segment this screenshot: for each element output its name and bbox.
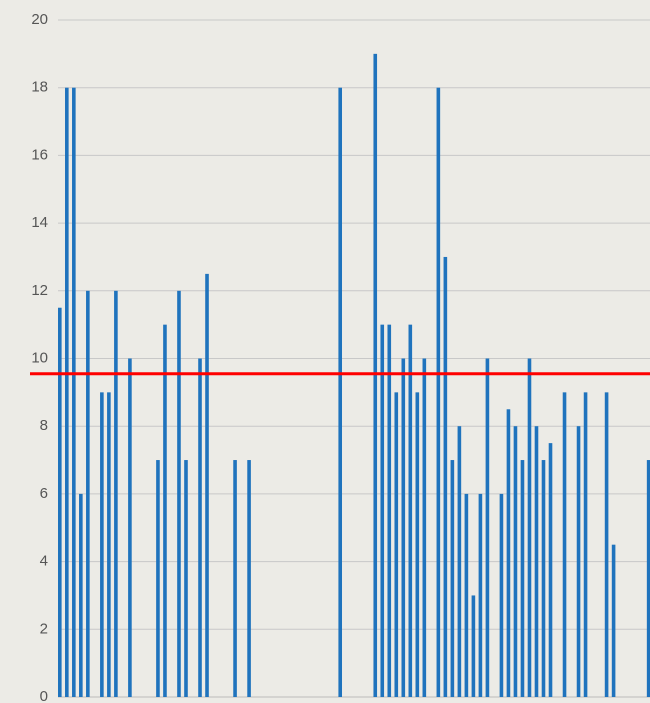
bar	[65, 87, 69, 697]
bar	[562, 392, 567, 697]
bar	[513, 426, 518, 697]
bar	[541, 460, 546, 697]
y-tick-label: 18	[31, 79, 48, 96]
bar	[520, 460, 525, 697]
bar	[128, 358, 132, 697]
bar	[583, 392, 588, 697]
bar	[443, 256, 448, 697]
bar	[415, 392, 420, 697]
bar	[464, 493, 469, 697]
bar	[373, 53, 378, 698]
bar	[338, 87, 343, 697]
bar	[156, 460, 160, 697]
bar	[499, 493, 504, 697]
bar	[86, 290, 90, 697]
bar	[380, 324, 385, 697]
bar	[247, 460, 251, 697]
y-tick-label: 16	[31, 146, 48, 163]
bar	[478, 493, 483, 697]
y-tick-label: 14	[31, 214, 48, 231]
bar	[408, 324, 413, 697]
bar	[198, 358, 202, 697]
bar	[450, 460, 455, 697]
bar	[646, 460, 650, 697]
bar	[457, 426, 462, 697]
bar	[534, 426, 539, 697]
bar	[576, 426, 581, 697]
bar	[58, 307, 62, 697]
bar	[485, 358, 490, 697]
bar	[436, 87, 441, 697]
bar	[394, 392, 399, 697]
y-tick-label: 20	[31, 11, 48, 28]
bar	[387, 324, 392, 697]
bar	[233, 460, 237, 697]
y-tick-label: 10	[31, 349, 48, 366]
bar	[548, 443, 553, 697]
bar	[205, 273, 209, 697]
bar	[79, 493, 83, 697]
bar	[604, 392, 609, 697]
bar	[177, 290, 181, 697]
y-tick-label: 2	[40, 620, 48, 637]
bar	[184, 460, 188, 697]
bar	[100, 392, 104, 697]
bar	[107, 392, 111, 697]
bar	[506, 409, 511, 697]
bar	[114, 290, 118, 697]
y-tick-label: 12	[31, 282, 48, 299]
y-tick-label: 6	[40, 485, 48, 502]
bar	[527, 358, 532, 697]
bar	[72, 87, 76, 697]
y-tick-label: 0	[40, 688, 48, 703]
y-tick-label: 8	[40, 417, 48, 434]
bar	[611, 544, 616, 697]
bar	[471, 595, 476, 697]
bar	[401, 358, 406, 697]
bar	[422, 358, 427, 697]
y-tick-label: 4	[40, 553, 48, 570]
bar	[163, 324, 167, 697]
